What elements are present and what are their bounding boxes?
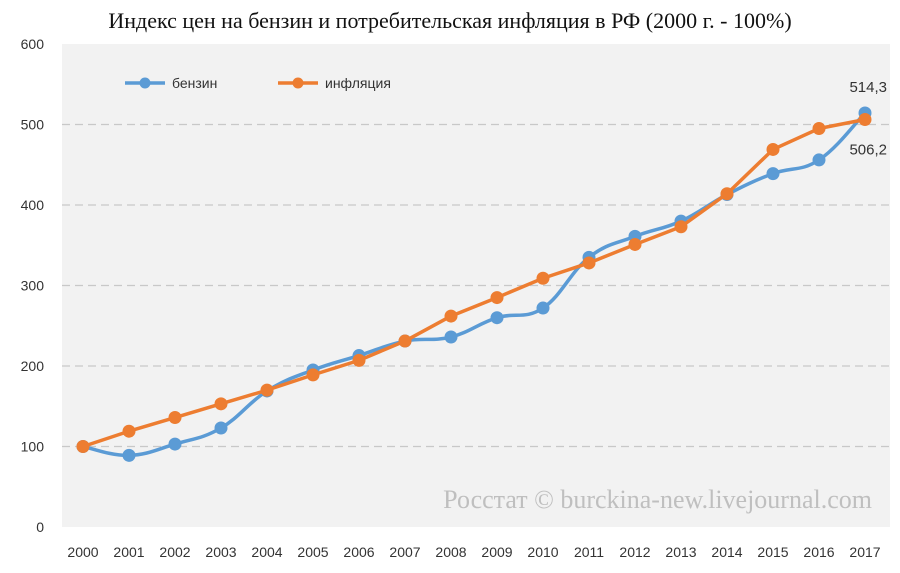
data-point	[168, 437, 182, 451]
data-point	[536, 271, 550, 285]
data-point	[766, 142, 780, 156]
x-tick-label: 2014	[711, 544, 742, 560]
data-point	[628, 237, 642, 251]
legend-label: бензин	[172, 75, 217, 91]
x-tick-label: 2004	[251, 544, 282, 560]
data-label: 514,3	[849, 79, 887, 96]
watermark-annotation: Росстат © burckina-new.livejournal.com	[443, 485, 872, 514]
x-tick-label: 2002	[159, 544, 190, 560]
legend-swatch-marker	[292, 77, 304, 89]
data-point	[352, 353, 366, 367]
data-point	[260, 383, 274, 397]
data-point	[766, 167, 780, 181]
data-point	[490, 311, 504, 325]
series-inflation	[76, 113, 872, 453]
legend-item: инфляция	[278, 75, 391, 91]
data-point	[490, 291, 504, 305]
x-tick-label: 2011	[574, 544, 604, 560]
x-tick-label: 2008	[435, 544, 466, 560]
y-tick-label: 300	[21, 278, 45, 294]
data-point	[122, 448, 136, 462]
x-tick-label: 2015	[757, 544, 788, 560]
y-tick-label: 0	[36, 519, 44, 535]
data-point	[444, 330, 458, 344]
data-labels: 514,3 506,2	[849, 79, 887, 159]
data-point	[444, 309, 458, 323]
y-tick-label: 400	[21, 197, 45, 213]
x-tick-label: 2013	[665, 544, 696, 560]
x-axis: 2000 2001 2002 2003 2004 2005 2006 2007 2008 2009…	[67, 544, 880, 560]
data-point	[858, 113, 872, 127]
legend: бензин инфляция	[125, 75, 391, 91]
data-point	[306, 368, 320, 382]
y-tick-label: 200	[21, 358, 45, 374]
y-tick-label: 500	[21, 117, 45, 133]
data-point	[536, 301, 550, 315]
x-tick-label: 2016	[803, 544, 834, 560]
series-group	[76, 106, 872, 462]
data-label: 506,2	[849, 142, 887, 159]
data-point	[76, 440, 90, 453]
x-tick-label: 2006	[343, 544, 374, 560]
x-tick-label: 2010	[527, 544, 558, 560]
legend-label: инфляция	[325, 75, 391, 91]
data-point	[214, 421, 228, 435]
data-point	[214, 397, 228, 411]
data-point	[720, 187, 734, 201]
data-point	[398, 334, 412, 348]
x-tick-label: 2009	[481, 544, 512, 560]
legend-swatch-marker	[139, 77, 151, 89]
series-line	[81, 117, 867, 449]
x-tick-label: 2012	[619, 544, 650, 560]
y-tick-label: 600	[21, 36, 45, 52]
legend-item: бензин	[125, 75, 217, 91]
data-point	[168, 411, 182, 425]
x-tick-label: 2003	[205, 544, 236, 560]
x-tick-label: 2007	[389, 544, 420, 560]
x-tick-label: 2001	[113, 544, 144, 560]
y-axis: 0 100 200 300 400 500 600	[21, 36, 45, 535]
x-tick-label: 2005	[297, 544, 328, 560]
data-point	[122, 424, 136, 438]
gridlines	[62, 123, 890, 448]
data-point	[582, 256, 596, 270]
x-tick-label: 2017	[849, 544, 880, 560]
data-point	[812, 122, 826, 136]
data-point	[674, 220, 688, 234]
y-tick-label: 100	[21, 439, 45, 455]
x-tick-label: 2000	[67, 544, 98, 560]
data-point	[812, 153, 826, 167]
chart-title: Индекс цен на бензин и потребительская и…	[108, 8, 792, 33]
